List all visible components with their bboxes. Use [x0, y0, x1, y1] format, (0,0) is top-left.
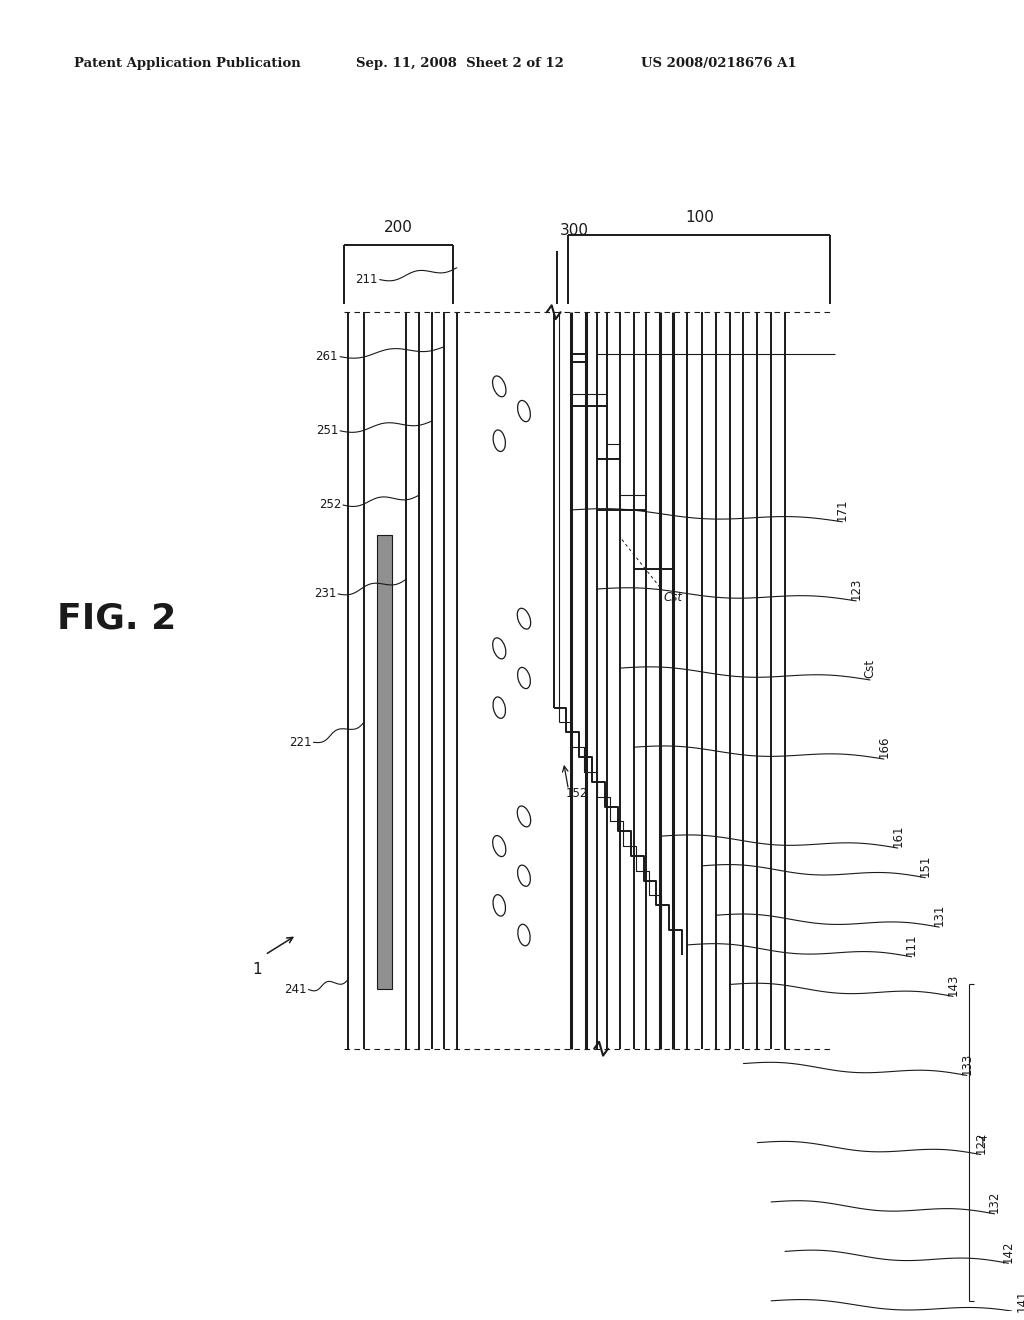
Text: T: T [979, 1137, 986, 1150]
Text: 200: 200 [384, 220, 413, 235]
Text: 261: 261 [315, 350, 338, 363]
Text: 132: 132 [988, 1191, 1001, 1213]
Text: 221: 221 [289, 735, 311, 748]
Text: 211: 211 [355, 273, 378, 286]
Text: 251: 251 [315, 424, 338, 437]
Text: 231: 231 [313, 587, 336, 601]
Text: US 2008/0218676 A1: US 2008/0218676 A1 [641, 57, 797, 70]
Text: 131: 131 [933, 904, 946, 927]
Text: 1: 1 [252, 962, 262, 977]
Text: 166: 166 [878, 737, 890, 759]
Bar [377, 535, 392, 990]
Text: 100: 100 [685, 210, 714, 226]
Text: FIG. 2: FIG. 2 [57, 602, 176, 636]
Text: 161: 161 [891, 825, 904, 847]
Text: 142: 142 [1001, 1241, 1015, 1263]
Text: 122: 122 [974, 1131, 987, 1154]
Text: 300: 300 [559, 223, 589, 238]
Text: 133: 133 [961, 1052, 974, 1074]
Text: Sep. 11, 2008  Sheet 2 of 12: Sep. 11, 2008 Sheet 2 of 12 [356, 57, 564, 70]
Text: 141: 141 [1016, 1290, 1024, 1312]
Text: Patent Application Publication: Patent Application Publication [74, 57, 301, 70]
Text: 241: 241 [284, 983, 306, 995]
Text: 151: 151 [919, 854, 932, 876]
Text: 152: 152 [565, 787, 588, 800]
Text: Cst: Cst [863, 659, 877, 677]
Text: 143: 143 [946, 973, 959, 995]
Text: Cst: Cst [664, 591, 682, 605]
Text: 171: 171 [836, 499, 849, 521]
Text: 252: 252 [318, 499, 341, 511]
Text: 111: 111 [905, 933, 919, 956]
Text: 123: 123 [850, 578, 862, 601]
